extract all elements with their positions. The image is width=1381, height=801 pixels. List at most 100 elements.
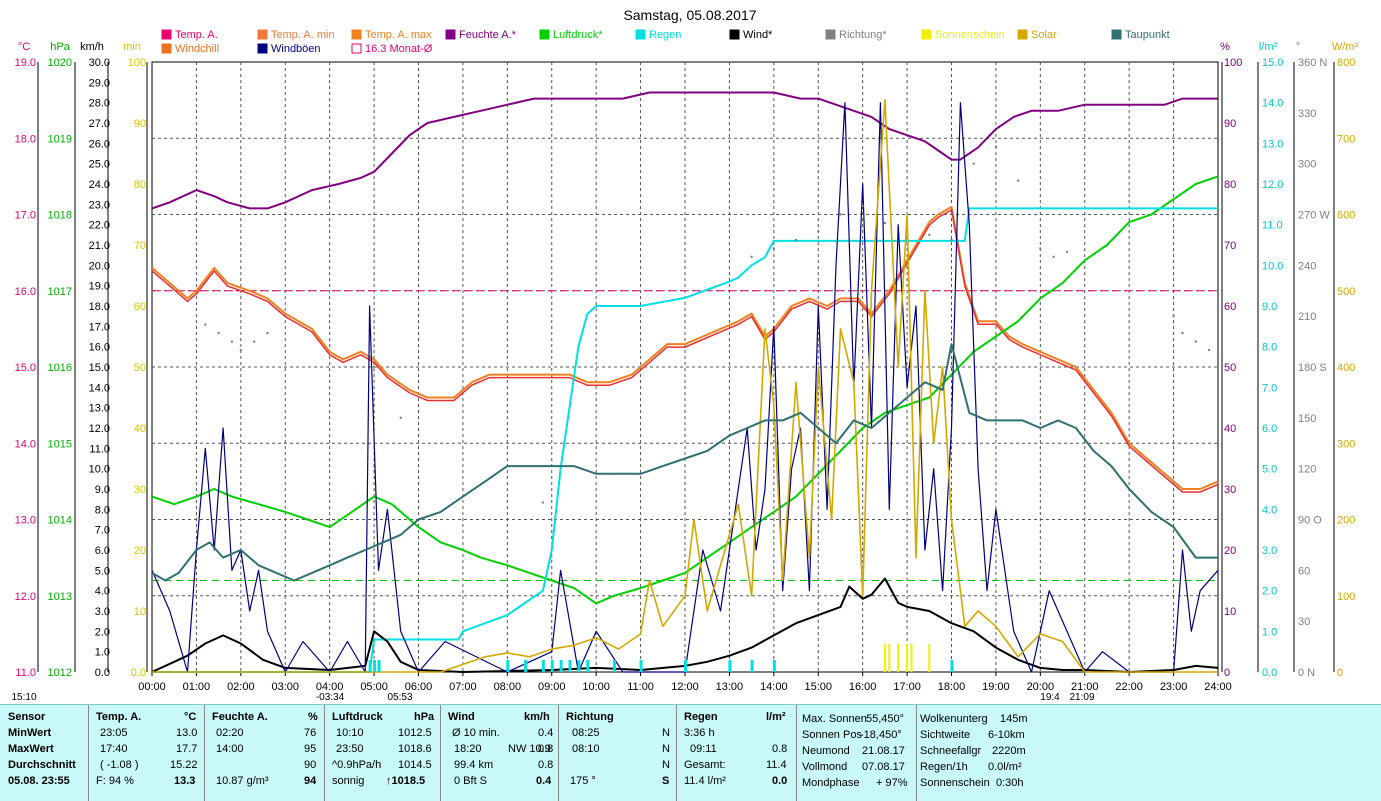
legend-label: Richtung* xyxy=(839,29,887,41)
astro-v4: + 97% xyxy=(876,777,908,789)
hum-axis-unit: % xyxy=(1220,41,1230,53)
wind-axis-tick-label: 29.0 xyxy=(89,77,110,89)
extra-v2: 2220m xyxy=(992,745,1026,757)
wind-axis-tick-label: 20.0 xyxy=(89,260,110,272)
hum-axis-tick-label: 30 xyxy=(1224,484,1236,496)
wind-axis-tick-label: 0.0 xyxy=(95,667,110,679)
x-tick-label: 07:00 xyxy=(449,681,477,693)
wind-axis-tick-label: 9.0 xyxy=(95,484,110,496)
rain-axis-tick-label: 2.0 xyxy=(1262,586,1277,598)
astro-k2: Neumond xyxy=(802,745,850,757)
rain-rate-bar xyxy=(639,660,643,672)
rain-rate-bar xyxy=(728,660,732,672)
astro-k3: Vollmond xyxy=(802,761,848,773)
direction-point xyxy=(972,162,975,165)
stats-temp-col: Temp. A. °C 23:05 13.0 17:40 17.7 ( -1.08 )… xyxy=(88,705,205,801)
x-tick-label: 02:00 xyxy=(227,681,255,693)
wind-max-gust: NW 10.9 xyxy=(508,743,551,755)
stats-hum-col: Feuchte A.% 02:20 76 14:00 95 90 10.87 g/m… xyxy=(204,705,325,801)
x-tick-label: 04:00 xyxy=(316,681,344,693)
humidity-line xyxy=(151,91,1218,210)
wind-axis-tick-label: 8.0 xyxy=(95,504,110,516)
wind-axis-tick-label: 19.0 xyxy=(89,281,110,293)
dir-cur-deg: 175 ° xyxy=(570,775,596,787)
legend-swatch xyxy=(729,29,740,40)
wind-axis-tick-label: 25.0 xyxy=(89,159,110,171)
temp-axis-tick-label: 14.0 xyxy=(15,438,36,450)
sun-axis-tick-label: 0.0 xyxy=(131,667,146,679)
x-tick-label: 20:00 xyxy=(1027,681,1055,693)
hdr-temp-unit: °C xyxy=(184,711,197,723)
sun-time-label: 19:4 xyxy=(1040,692,1060,703)
dir-axis-tick-label: 60 xyxy=(1298,565,1310,577)
rain-rate-bar xyxy=(950,660,954,672)
direction-point xyxy=(1172,314,1175,318)
temp-axis-tick-label: 17.0 xyxy=(15,210,36,222)
dir-axis-unit: ° xyxy=(1296,41,1300,53)
extra-v4: 0:30h xyxy=(996,777,1024,789)
press-avg-value: 1014.5 xyxy=(398,759,432,771)
dir-axis-tick-label: 150 xyxy=(1298,413,1316,425)
rain-rate-bar xyxy=(524,660,528,672)
press-cur-value: ↑1018.5 xyxy=(386,775,426,787)
chart-plot-area xyxy=(151,91,1220,673)
stats-press-col: Luftdruck hPa 10:10 1012.5 23:50 1018.6 ^0.… xyxy=(324,705,441,801)
solar-axis-tick-label: 800 xyxy=(1337,57,1355,69)
direction-point xyxy=(204,323,207,326)
pressure-line xyxy=(151,175,1219,605)
legend-label: Windchill xyxy=(175,43,219,55)
weather-state: sonnig xyxy=(332,775,365,787)
astro-k4: Mondphase xyxy=(802,777,860,789)
direction-point xyxy=(772,247,776,250)
sun-axis-tick-label: 70 xyxy=(134,240,146,252)
x-tick-label: 05:00 xyxy=(360,681,388,693)
direction-point xyxy=(1039,247,1042,250)
temp-axis-tick-label: 15.0 xyxy=(15,362,36,374)
temp-max-value: 17.7 xyxy=(176,743,198,755)
wind-axis-tick-label: 28.0 xyxy=(89,98,110,110)
row-label-cur: 05.08. 23:55 xyxy=(8,775,70,787)
wind-bft: 0 Bft S xyxy=(454,775,488,787)
hdr-dir: Richtung xyxy=(566,711,614,723)
hum-cur-value: 94 xyxy=(304,775,317,787)
wind-axis-tick-label: 13.0 xyxy=(89,403,110,415)
solar-axis-tick-label: 500 xyxy=(1337,286,1355,298)
x-tick-label: 06:00 xyxy=(405,681,433,693)
hum-max-time: 14:00 xyxy=(216,743,244,755)
sun-time-label: 21:09 xyxy=(1069,692,1094,703)
press-axis-unit: hPa xyxy=(50,41,70,53)
rain-axis-tick-label: 5.0 xyxy=(1262,464,1277,476)
extra-k4: Sonnenschein xyxy=(920,777,990,789)
stats-astro-col: Max. Sonnen 55,450° Sonnen Pos -18,450° Ne… xyxy=(796,705,917,801)
astro-k1: Sonnen Pos xyxy=(802,729,862,741)
rain-axis-tick-label: 4.0 xyxy=(1262,504,1277,516)
hum-axis-tick-label: 70 xyxy=(1224,240,1236,252)
rain-rate-bar xyxy=(541,660,545,672)
direction-point xyxy=(883,221,887,225)
wind-max-time: 18:20 xyxy=(454,743,482,755)
x-tick-label: 10:00 xyxy=(582,681,610,693)
hum-axis-tick-label: 60 xyxy=(1224,301,1236,313)
dir-axis-tick-label: 240 xyxy=(1298,260,1316,272)
extra-k0: Wolkenunterg xyxy=(920,713,988,725)
rain-rate-bar xyxy=(577,660,581,672)
direction-point xyxy=(861,204,864,208)
sun-axis-tick-label: 20 xyxy=(134,545,146,557)
press-axis-tick-label: 1014 xyxy=(48,515,72,527)
wind-axis-tick-label: 26.0 xyxy=(89,138,110,150)
press-axis-tick-label: 1013 xyxy=(48,591,72,603)
sun-axis-tick-label: 30 xyxy=(134,484,146,496)
x-tick-label: 19:00 xyxy=(982,681,1010,693)
rain-rate-bar xyxy=(550,660,554,672)
legend-swatch xyxy=(635,29,646,40)
press-min-value: 1012.5 xyxy=(398,727,432,739)
stats-extra-col: Wolkenunterg 145m Sichtweite 6-10km Schnee… xyxy=(916,705,1040,801)
wind-avg-label: Ø 10 min. xyxy=(452,727,500,739)
direction-point xyxy=(230,340,234,343)
x-tick-label: 18:00 xyxy=(938,681,966,693)
stats-sensor-col: Sensor MinWert MaxWert Durchschnitt 05.0… xyxy=(0,705,89,801)
direction-point xyxy=(1052,255,1055,259)
extra-k2: Schneefallgr xyxy=(920,745,982,757)
rain-axis-tick-label: 14.0 xyxy=(1262,98,1283,110)
hdr-wind: Wind xyxy=(448,711,475,723)
